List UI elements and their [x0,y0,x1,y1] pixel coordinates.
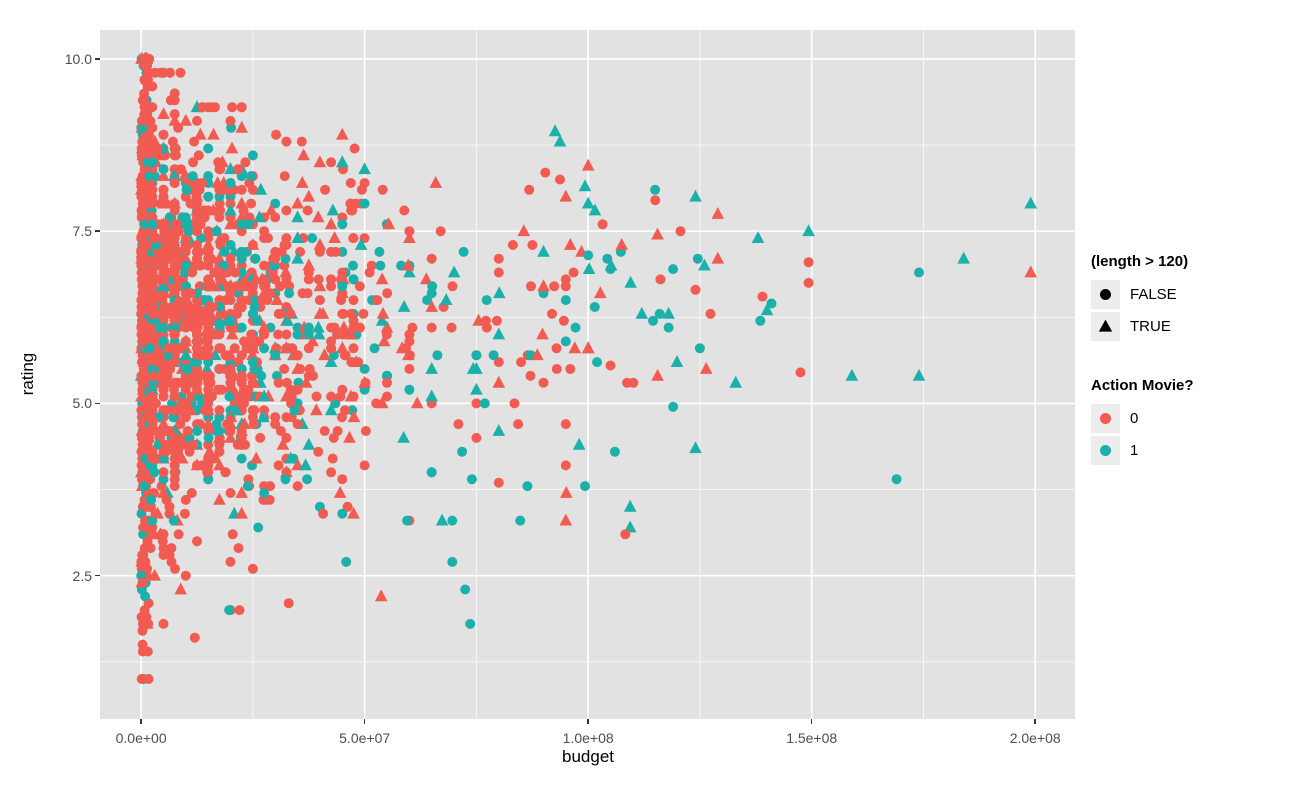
y-tick-mark [95,230,100,232]
legend-key-teal-dot-icon [1091,436,1120,465]
scatter-points-outliers [189,124,1037,643]
legend-key-circle-icon [1091,280,1120,309]
legend-label-false: FALSE [1130,286,1177,303]
plot-svg [100,30,1075,719]
x-tick-mark [1034,719,1036,724]
x-axis-title: budget [562,747,614,766]
y-tick-label: 2.5 [72,567,92,584]
legend-item-action-1: 1 [1091,436,1281,465]
x-tick-label: 5.0e+07 [339,730,391,746]
legend-key-triangle-icon [1091,312,1120,341]
legend-shape-title: (length > 120) [1091,253,1189,270]
legend-label-0: 0 [1130,410,1139,427]
x-tick-label: 0.0e+00 [115,730,167,746]
legend-item-true: TRUE [1091,312,1281,341]
x-tick-label: 2.0e+08 [1009,730,1061,746]
legend-color-title: Action Movie? [1091,377,1194,394]
y-tick-label: 7.5 [72,223,92,240]
y-tick-mark [95,58,100,60]
y-tick-label: 10.0 [64,50,92,67]
legend-item-action-0: 0 [1091,404,1281,433]
x-tick-mark [810,719,813,724]
x-tick-label: 1.0e+08 [562,730,614,746]
y-tick-mark [95,574,100,577]
scatter-points [134,51,716,684]
x-tick-mark [140,719,142,724]
legend-label-true: TRUE [1130,318,1171,335]
legend-item-false: FALSE [1091,280,1281,309]
x-tick-mark [363,719,366,724]
legend: (length > 120) FALSE TRUE Action Movie? … [1091,253,1281,468]
y-tick-label: 5.0 [72,395,92,412]
y-tick-mark [95,402,100,405]
x-tick-mark [587,719,589,724]
legend-label-1: 1 [1130,442,1139,459]
plot-panel [100,30,1075,719]
legend-key-red-dot-icon [1091,404,1120,433]
x-tick-label: 1.5e+08 [786,730,838,746]
